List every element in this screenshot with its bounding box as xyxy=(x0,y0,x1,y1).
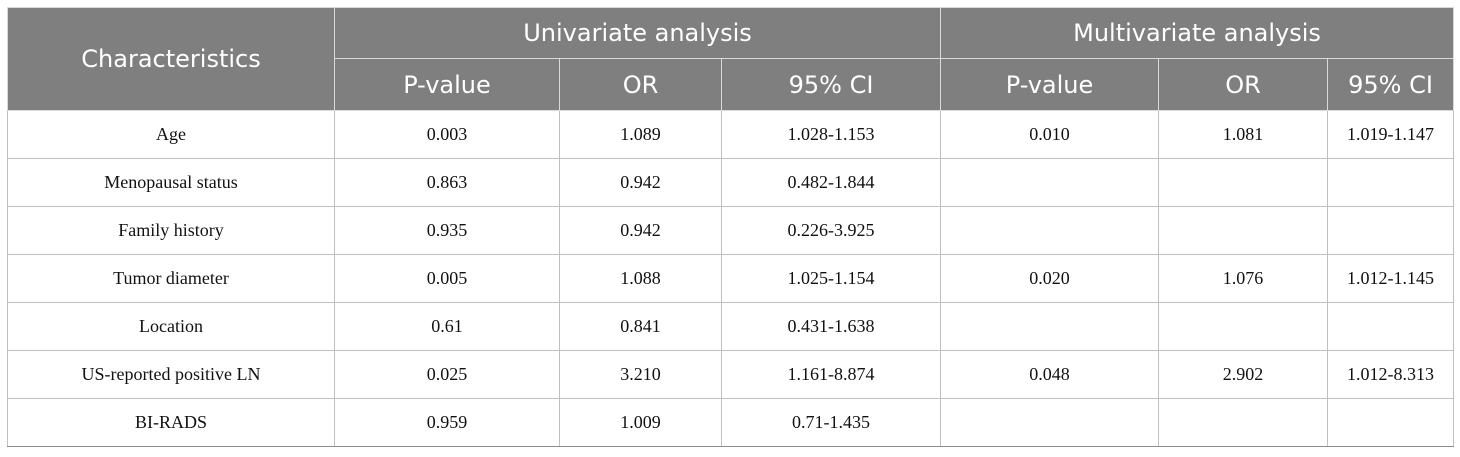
univariate-or: 1.088 xyxy=(559,254,722,303)
multivariate-ci xyxy=(1327,302,1455,351)
multivariate-or xyxy=(1158,302,1329,351)
table-row: BI-RADS 0.959 1.009 0.71-1.435 xyxy=(7,398,1455,447)
regression-table: Characteristics Univariate analysis Mult… xyxy=(7,7,1455,447)
row-label: Menopausal status xyxy=(7,158,335,207)
header-univariate-ci: 95% CI xyxy=(720,58,942,111)
row-label: Family history xyxy=(7,206,335,255)
multivariate-ci xyxy=(1327,398,1455,447)
row-label: Tumor diameter xyxy=(7,254,335,303)
header-univariate-or: OR xyxy=(559,58,722,111)
table-row: Tumor diameter 0.005 1.088 1.025-1.154 0… xyxy=(7,254,1455,303)
multivariate-p-value: 0.010 xyxy=(940,110,1160,159)
multivariate-or: 2.902 xyxy=(1158,350,1329,399)
univariate-p-value: 0.863 xyxy=(334,158,560,207)
univariate-or: 1.009 xyxy=(559,398,722,447)
multivariate-p-value xyxy=(940,398,1160,447)
multivariate-ci xyxy=(1327,206,1455,255)
multivariate-ci xyxy=(1327,158,1455,207)
multivariate-ci: 1.019-1.147 xyxy=(1327,110,1455,159)
univariate-ci: 1.028-1.153 xyxy=(720,110,942,159)
univariate-or: 0.942 xyxy=(559,158,722,207)
multivariate-or xyxy=(1158,398,1329,447)
multivariate-p-value xyxy=(940,158,1160,207)
univariate-p-value: 0.61 xyxy=(334,302,560,351)
univariate-or: 0.841 xyxy=(559,302,722,351)
table-row: Age 0.003 1.089 1.028-1.153 0.010 1.081 … xyxy=(7,110,1455,159)
table-body: Age 0.003 1.089 1.028-1.153 0.010 1.081 … xyxy=(7,110,1455,447)
header-multivariate-ci: 95% CI xyxy=(1327,58,1455,111)
row-label: US-reported positive LN xyxy=(7,350,335,399)
multivariate-or: 1.081 xyxy=(1158,110,1329,159)
row-label: Age xyxy=(7,110,335,159)
row-label: Location xyxy=(7,302,335,351)
multivariate-or xyxy=(1158,206,1329,255)
header-multivariate-p-value: P-value xyxy=(940,58,1160,111)
univariate-ci: 1.025-1.154 xyxy=(720,254,942,303)
header-row-columns: P-value OR 95% CI P-value OR 95% CI xyxy=(8,58,1455,111)
univariate-or: 0.942 xyxy=(559,206,722,255)
table-header: Characteristics Univariate analysis Mult… xyxy=(7,7,1455,111)
multivariate-or xyxy=(1158,158,1329,207)
table-row: Location 0.61 0.841 0.431-1.638 xyxy=(7,302,1455,351)
multivariate-p-value: 0.048 xyxy=(940,350,1160,399)
univariate-ci: 0.431-1.638 xyxy=(720,302,942,351)
header-characteristics: Characteristics xyxy=(7,7,335,111)
multivariate-p-value: 0.020 xyxy=(940,254,1160,303)
table-row: Menopausal status 0.863 0.942 0.482-1.84… xyxy=(7,158,1455,207)
univariate-p-value: 0.005 xyxy=(334,254,560,303)
univariate-ci: 0.482-1.844 xyxy=(720,158,942,207)
multivariate-ci: 1.012-8.313 xyxy=(1327,350,1455,399)
univariate-p-value: 0.025 xyxy=(334,350,560,399)
table-row: Family history 0.935 0.942 0.226-3.925 xyxy=(7,206,1455,255)
univariate-ci: 1.161-8.874 xyxy=(720,350,942,399)
header-multivariate-analysis: Multivariate analysis xyxy=(940,7,1455,59)
multivariate-or: 1.076 xyxy=(1158,254,1329,303)
header-univariate-p-value: P-value xyxy=(334,58,560,111)
univariate-or: 3.210 xyxy=(559,350,722,399)
univariate-p-value: 0.959 xyxy=(334,398,560,447)
multivariate-ci: 1.012-1.145 xyxy=(1327,254,1455,303)
univariate-ci: 0.226-3.925 xyxy=(720,206,942,255)
header-multivariate-or: OR xyxy=(1158,58,1329,111)
multivariate-p-value xyxy=(940,206,1160,255)
table-row: US-reported positive LN 0.025 3.210 1.16… xyxy=(7,350,1455,399)
univariate-or: 1.089 xyxy=(559,110,722,159)
row-label: BI-RADS xyxy=(7,398,335,447)
univariate-p-value: 0.003 xyxy=(334,110,560,159)
header-univariate-analysis: Univariate analysis xyxy=(333,7,942,59)
multivariate-p-value xyxy=(940,302,1160,351)
header-row-groups: Characteristics Univariate analysis Mult… xyxy=(7,7,1455,111)
univariate-ci: 0.71-1.435 xyxy=(720,398,942,447)
univariate-p-value: 0.935 xyxy=(334,206,560,255)
